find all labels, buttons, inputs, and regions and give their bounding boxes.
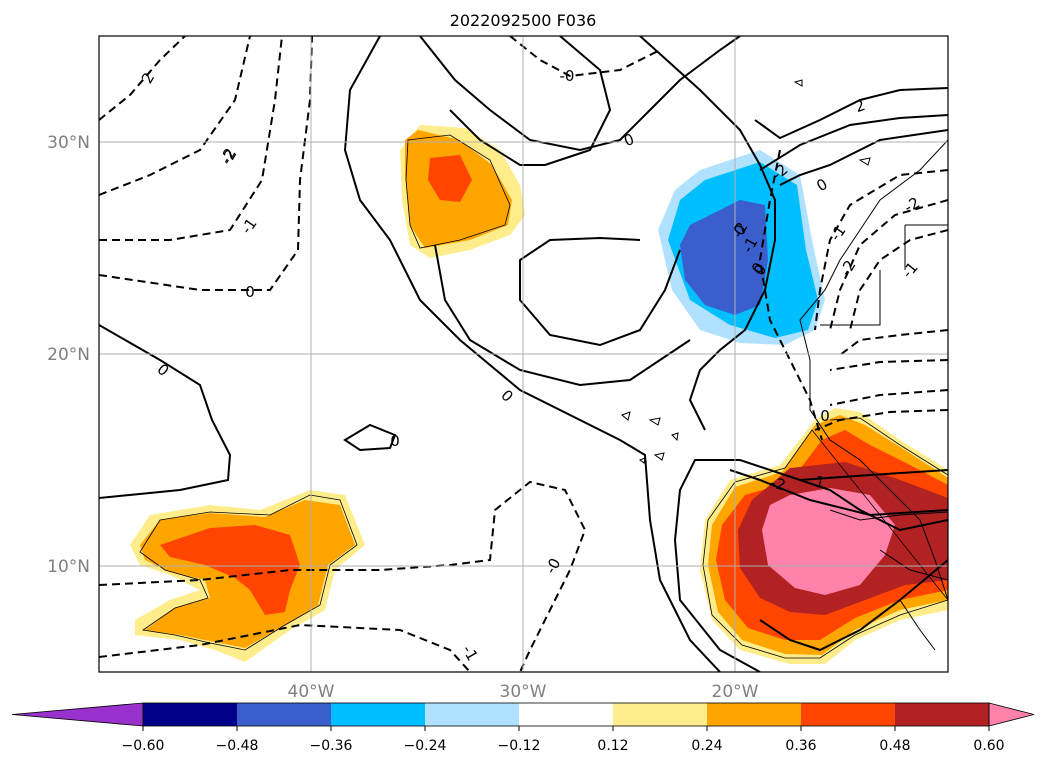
contour-label: 0 [154, 360, 173, 380]
contour-dashed-east-b [814, 409, 948, 431]
coastline-border2 [829, 509, 948, 521]
contour-label: 0 [497, 386, 516, 405]
contour-label: -2 [768, 473, 787, 494]
contour-east-big [673, 459, 948, 672]
colorbar-tick-label: 0.12 [597, 738, 628, 754]
contour-label: 2 [138, 69, 158, 86]
colorbar-tick-label: 0.48 [879, 738, 910, 754]
contour-dashed-nw1 [99, 36, 186, 121]
colorbar: −0.60 −0.48 −0.36 −0.24 −0.12 0.12 0.24 0.36 0.4… [11, 702, 1035, 754]
contour-east-big3 [759, 559, 948, 652]
contour-two-central [419, 36, 741, 152]
plot-area: 2-2-2-100000000-0-0-12-2-2-2-2-1001-1-1-… [99, 36, 948, 672]
coastline-islands1 [621, 411, 661, 426]
colorbar-frame [142, 702, 990, 727]
contour-east-big2 [729, 469, 948, 517]
contour-label: 0 [820, 407, 830, 425]
colorbar-tick-label: −0.48 [216, 738, 259, 754]
contour-dashed-nw2 [99, 36, 251, 196]
contour-dashed-east3 [849, 229, 948, 331]
contour-label: 0 [813, 175, 830, 195]
lon-label-40w: 40°W [288, 682, 335, 702]
shade-blob-north-red [428, 155, 472, 202]
coastline-africa [799, 139, 948, 601]
coastline-border4 [899, 599, 936, 651]
contours-dashed [99, 36, 948, 672]
contours-solid [99, 36, 948, 672]
lon-label-30w: 30°W [500, 682, 547, 702]
colorbar-tick-label: −0.60 [122, 738, 165, 754]
colorbar-swatch [331, 703, 426, 726]
shade-blob-blue-dark [680, 200, 768, 315]
contour-label: -1 [237, 215, 260, 238]
contour-center-loop [519, 236, 681, 347]
lat-label-20n: 20°N [47, 345, 90, 365]
shade-outline-east [702, 417, 948, 659]
contour-label: 0 [245, 283, 255, 301]
contour-east-inner [799, 479, 948, 532]
lat-label-30n: 30°N [47, 133, 90, 153]
colorbar-swatch [613, 703, 708, 726]
colorbar-swatch [237, 703, 332, 726]
contour-label: -0 [560, 67, 575, 85]
contour-dashed-east5 [829, 359, 948, 371]
contour-label: -0 [541, 555, 564, 577]
contour-right-lowest [639, 36, 776, 431]
contour-right-upper [754, 87, 948, 140]
colorbar-tick-label: −0.24 [404, 738, 447, 754]
coastline-islands2 [638, 432, 679, 464]
coastline-border1 [820, 224, 948, 326]
coastline [621, 79, 948, 651]
colorbar-tick-label: −0.12 [498, 738, 541, 754]
plot-frame [98, 35, 949, 673]
contour-dashed-nw4 [99, 36, 313, 291]
lat-label-10n: 10°N [47, 557, 90, 577]
contour-dashed-east1 [814, 169, 948, 331]
contour-zero-west [99, 324, 232, 499]
colorbar-tick-label: 0.24 [691, 738, 722, 754]
colorbar-tick-label: −0.36 [310, 738, 353, 754]
contour-dashed-top [509, 36, 661, 78]
contour-right-lower [779, 129, 948, 186]
contour-label: -1 [458, 642, 481, 664]
contour-label: 0 [621, 130, 636, 150]
shade-outline [139, 134, 948, 659]
lon-label-20w: 20°W [712, 682, 759, 702]
gridlines [99, 36, 948, 672]
contour-dashed-nw3 [99, 36, 283, 241]
contour-dashed-south2 [99, 623, 471, 672]
shade-blob-southwest-red [160, 525, 300, 615]
coastline-canary [793, 79, 871, 166]
colorbar-swatch [801, 703, 896, 726]
colorbar-swatch [143, 703, 238, 726]
shade-outline-sw [139, 494, 358, 651]
contour-labels: 2-2-2-100000000-0-0-12-2-2-2-2-1001-1-1-… [138, 67, 923, 664]
contour-small-loop [343, 423, 397, 452]
contour-dashed-east4 [839, 329, 948, 356]
contour-label: 0 [390, 432, 400, 450]
contour-inner-lower [434, 244, 691, 387]
colorbar-swatch [895, 703, 990, 726]
colorbar-tick-label: 0.36 [785, 738, 816, 754]
shade-blob-east-pink [762, 488, 895, 595]
colorbar-tick-label: 0.60 [973, 738, 1004, 754]
map-title: 2022092500 F036 [450, 11, 597, 30]
contour-label: 1 [814, 472, 827, 491]
contour-right-mid [759, 114, 948, 171]
colorbar-swatch [425, 703, 520, 726]
contour-zero-central [343, 36, 721, 672]
contour-loop-central [449, 36, 612, 166]
contour-dashed-east6 [829, 389, 948, 406]
colorbar-swatch [707, 703, 802, 726]
colorbar-swatch [519, 703, 614, 726]
colorbar-extend-low [11, 702, 144, 727]
coastline-border3 [879, 549, 948, 581]
contour-label: -1 [898, 258, 921, 281]
shade-outline-north [405, 134, 511, 249]
colorbar-extend-high [988, 702, 1035, 727]
shaded-field [130, 125, 948, 664]
